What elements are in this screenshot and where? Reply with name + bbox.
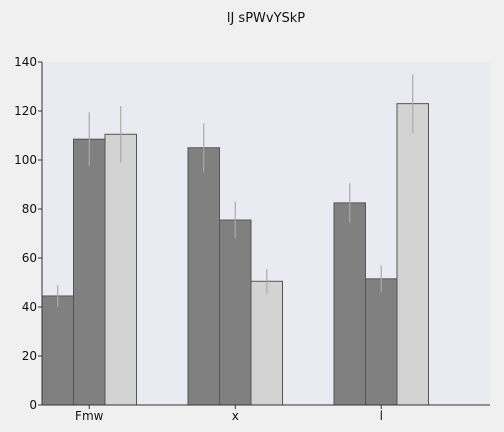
bar-l-0 <box>333 202 366 406</box>
y-tick-label: 100 <box>14 153 37 167</box>
y-tick-label: 40 <box>22 300 37 314</box>
y-tick-label: 20 <box>22 349 37 363</box>
y-tick-label: 0 <box>29 398 37 412</box>
y-tick-label: 120 <box>14 104 37 118</box>
bar-Fmw-2 <box>104 133 137 406</box>
chart-title: lJ sPWvYSkP <box>227 11 305 26</box>
x-axis: Fmw x l <box>42 404 490 423</box>
y-tick-label: 140 <box>14 55 37 69</box>
bars-layer <box>41 103 429 406</box>
y-tick-label: 80 <box>22 202 37 216</box>
bar-x-0 <box>187 147 220 406</box>
bar-Fmw-0 <box>41 295 74 406</box>
bar-l-2 <box>396 103 429 406</box>
bar-x-2 <box>250 280 283 406</box>
x-tick-label: l <box>380 409 383 423</box>
bar-l-1 <box>365 278 398 406</box>
bar-x-1 <box>219 219 252 406</box>
y-tick-label: 60 <box>22 251 37 265</box>
error-bars-layer <box>57 74 414 307</box>
x-tick-label: x <box>232 409 239 423</box>
bar-Fmw-1 <box>73 138 106 406</box>
y-axis: 0 20 40 60 80 100 120 140 <box>14 55 43 412</box>
x-tick-label: Fmw <box>75 409 104 423</box>
